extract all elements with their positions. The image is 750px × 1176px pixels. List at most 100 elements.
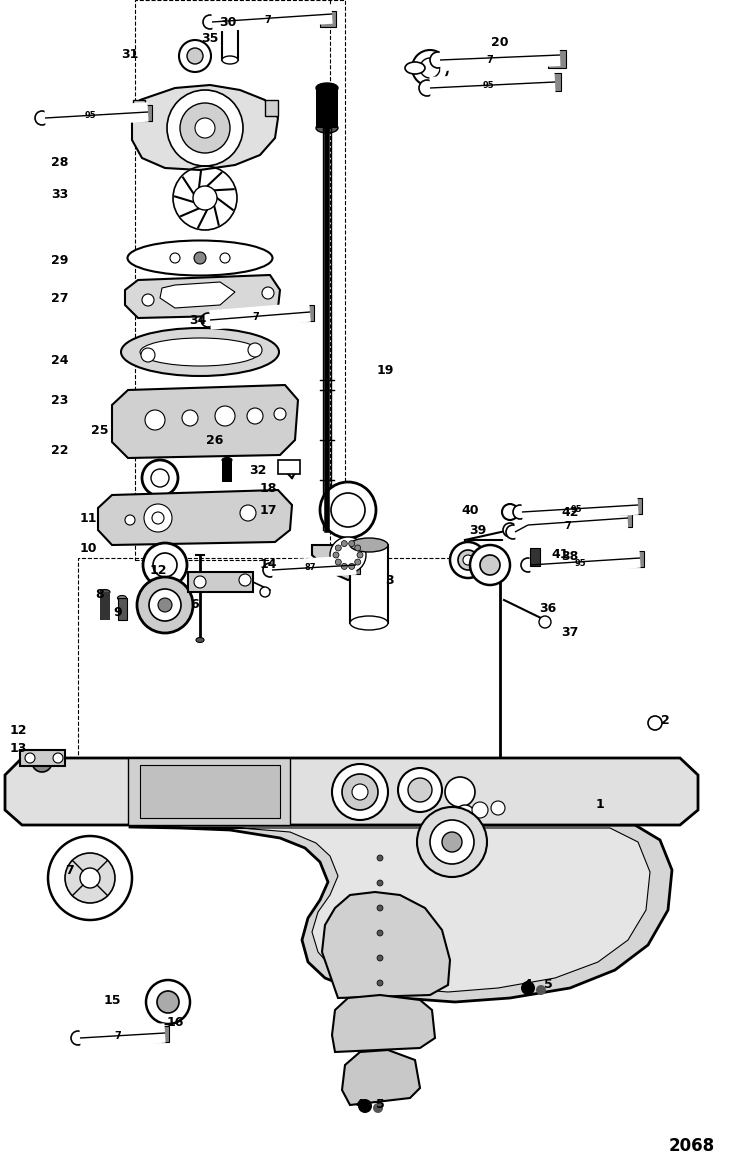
Text: 12: 12 [149, 563, 166, 576]
Circle shape [142, 294, 154, 306]
Text: 7: 7 [265, 15, 272, 25]
Bar [188, 572, 253, 592]
Circle shape [330, 537, 366, 573]
Polygon shape [130, 826, 672, 1002]
Circle shape [274, 408, 286, 420]
Text: 3: 3 [386, 574, 394, 587]
Text: 23: 23 [51, 394, 69, 407]
Circle shape [417, 807, 487, 877]
Circle shape [450, 542, 486, 577]
Text: 35: 35 [201, 32, 219, 45]
Circle shape [193, 186, 217, 211]
Text: 20: 20 [491, 35, 508, 48]
Polygon shape [160, 282, 235, 308]
Circle shape [332, 764, 388, 820]
Text: 9: 9 [114, 606, 122, 619]
Circle shape [153, 553, 177, 577]
Circle shape [455, 806, 475, 826]
Ellipse shape [222, 56, 238, 64]
Circle shape [470, 544, 510, 584]
Circle shape [335, 544, 341, 550]
Text: 4: 4 [356, 1098, 364, 1111]
Circle shape [170, 253, 180, 263]
Circle shape [458, 550, 478, 570]
Ellipse shape [521, 557, 535, 572]
Bar [222, 460, 232, 482]
Polygon shape [165, 828, 650, 993]
Circle shape [355, 544, 361, 550]
Text: 33: 33 [51, 188, 69, 201]
Text: 7: 7 [565, 521, 572, 532]
Bar [298, 305, 314, 321]
Ellipse shape [263, 563, 277, 577]
Polygon shape [322, 893, 450, 998]
Circle shape [355, 559, 361, 564]
Polygon shape [128, 759, 290, 826]
Bar [543, 73, 561, 91]
Polygon shape [98, 490, 292, 544]
Text: 39: 39 [470, 523, 487, 536]
Ellipse shape [222, 20, 238, 28]
Text: 95: 95 [574, 559, 586, 568]
Bar [20, 750, 65, 766]
Circle shape [239, 574, 251, 586]
Circle shape [377, 955, 383, 961]
Bar [78, 557, 500, 759]
Circle shape [349, 563, 355, 569]
Circle shape [151, 469, 169, 487]
Ellipse shape [128, 241, 272, 275]
Circle shape [377, 930, 383, 936]
Circle shape [442, 831, 462, 851]
Circle shape [412, 51, 448, 86]
Bar [100, 592, 110, 620]
Text: 21: 21 [321, 83, 339, 96]
Circle shape [194, 252, 206, 263]
Circle shape [32, 751, 52, 771]
Circle shape [463, 555, 473, 564]
Circle shape [472, 802, 488, 818]
Bar [548, 51, 566, 68]
Text: 41: 41 [551, 548, 568, 561]
Bar [153, 1025, 169, 1042]
Circle shape [536, 985, 546, 995]
Bar [278, 460, 300, 474]
Text: 29: 29 [51, 254, 69, 267]
Ellipse shape [35, 111, 49, 125]
Bar [626, 497, 642, 514]
Text: 25: 25 [92, 423, 109, 436]
Text: 5: 5 [376, 1098, 384, 1111]
Circle shape [247, 408, 263, 425]
Text: 24: 24 [51, 354, 69, 367]
Polygon shape [133, 100, 145, 116]
Text: 6: 6 [190, 599, 200, 612]
Bar [344, 557, 360, 574]
Polygon shape [5, 759, 698, 826]
Bar [222, 24, 238, 60]
Text: 26: 26 [206, 434, 224, 447]
Circle shape [25, 753, 35, 763]
Circle shape [141, 348, 155, 362]
Circle shape [377, 855, 383, 861]
Circle shape [195, 118, 215, 138]
Text: 34: 34 [189, 314, 207, 327]
Text: 2068: 2068 [669, 1137, 715, 1155]
Circle shape [240, 505, 256, 521]
Circle shape [349, 541, 355, 547]
Text: 87: 87 [304, 563, 316, 573]
Circle shape [480, 555, 500, 575]
Circle shape [377, 880, 383, 886]
Text: 30: 30 [219, 15, 237, 28]
Ellipse shape [405, 62, 425, 74]
Bar [136, 105, 152, 121]
Circle shape [262, 287, 274, 299]
Circle shape [342, 774, 378, 810]
Circle shape [331, 493, 365, 527]
Circle shape [48, 836, 132, 920]
Polygon shape [312, 544, 385, 580]
Polygon shape [132, 85, 278, 171]
Text: 37: 37 [561, 626, 579, 639]
Circle shape [373, 1103, 383, 1112]
Ellipse shape [350, 537, 388, 552]
Circle shape [352, 784, 368, 800]
Circle shape [430, 820, 474, 864]
